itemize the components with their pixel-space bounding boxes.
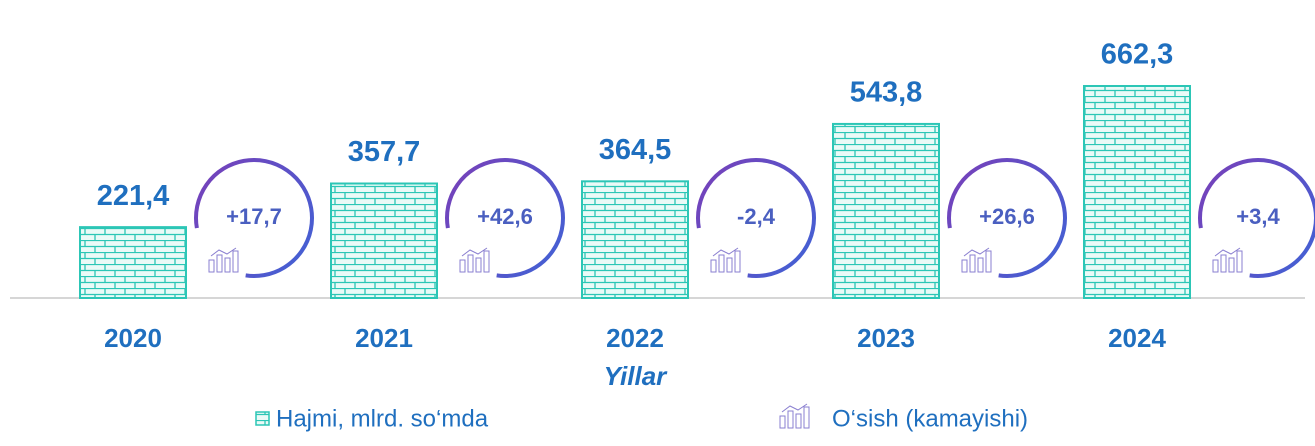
legend-label: O‘sish (kamayishi) [832, 405, 1028, 432]
bar [1083, 85, 1191, 299]
icon-bar [1236, 250, 1243, 273]
growth-ring [194, 158, 314, 278]
growth-label: +42,6 [477, 204, 533, 229]
x-tick-label: 2022 [606, 323, 664, 353]
icon-bar [216, 254, 223, 273]
icon-bar [710, 259, 717, 273]
growth-icon [208, 247, 239, 273]
growth-icon [459, 247, 490, 273]
growth-ring [696, 158, 817, 278]
growth-label: +3,4 [1236, 204, 1280, 229]
growth-ring [947, 158, 1067, 278]
icon-bar [961, 259, 968, 273]
value-label: 364,5 [599, 134, 672, 166]
icon-bar [718, 254, 725, 273]
icon-bar [467, 254, 474, 273]
x-axis-label: Yillar [604, 361, 669, 391]
icon-bar [1220, 254, 1227, 273]
value-label: 662,3 [1101, 39, 1174, 71]
x-tick-label: 2021 [355, 323, 413, 353]
icon-bar [475, 257, 482, 273]
icon-line [461, 247, 488, 257]
growth-ring [1198, 158, 1315, 278]
icon-line [963, 247, 990, 257]
growth-label: -2,4 [737, 204, 776, 229]
icon-line [1214, 247, 1241, 257]
value-label: 357,7 [348, 136, 421, 168]
icon-bar [969, 254, 976, 273]
icon-bar [483, 250, 490, 273]
x-tick-label: 2023 [857, 323, 915, 353]
bar [832, 122, 940, 299]
bar [79, 226, 187, 299]
icon-bar [977, 257, 984, 273]
x-tick-label: 2020 [104, 323, 162, 353]
icon-bar [459, 259, 466, 273]
growth-icon [1212, 247, 1243, 273]
icon-bar [734, 250, 741, 273]
icon-bar [726, 257, 733, 273]
icon-bar [224, 257, 231, 273]
x-tick-label: 2024 [1108, 323, 1166, 353]
legend-label: Hajmi, mlrd. so‘mda [276, 405, 489, 432]
growth-label: +17,7 [226, 204, 282, 229]
growth-label: +26,6 [979, 204, 1035, 229]
bar [581, 180, 689, 300]
icon-line [210, 247, 237, 257]
icon-bar [208, 259, 215, 273]
icon-bar [1228, 257, 1235, 273]
legend-swatch [255, 411, 270, 426]
icon-line [712, 247, 739, 257]
legend-icon [779, 403, 810, 429]
icon-bar [985, 250, 992, 273]
growth-icon [710, 247, 741, 273]
growth-ring [444, 158, 565, 278]
icon-bar [1212, 259, 1219, 273]
bar [330, 182, 438, 299]
growth-icon [961, 247, 992, 273]
value-label: 543,8 [850, 77, 923, 109]
value-label: 221,4 [97, 180, 170, 212]
icon-bar [232, 250, 239, 273]
